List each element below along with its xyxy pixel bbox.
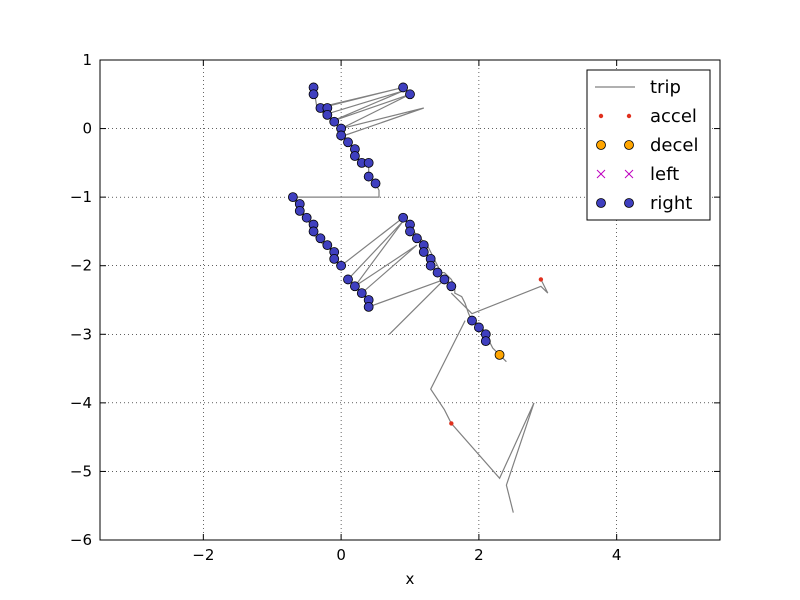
y-tick-label: −5 [70,462,92,480]
data-layer [287,82,549,513]
legend-label-right: right [650,193,692,214]
decel-point [494,349,505,360]
right-point [301,212,312,223]
right-point [294,205,305,216]
legend-swatch-right [624,198,634,208]
left-marker-stroke [624,169,634,179]
plot-frame [99,59,721,541]
x-tick-label: 0 [336,546,346,564]
legend-swatch-right [596,198,606,208]
y-tick-label: 0 [82,120,92,138]
right-point [363,171,374,182]
x-axis-label: x [406,570,415,588]
legend-label-accel: accel [650,106,697,127]
right-point [418,247,429,257]
right-point [411,233,422,244]
right-point [315,233,326,244]
right-point [405,226,415,237]
left-marker-stroke [596,169,606,179]
right-point [446,281,457,292]
legend-swatch-accel [626,113,632,119]
x-tick-label: 4 [612,546,622,564]
legend-swatch-left [624,169,634,179]
right-point [356,288,367,299]
right-point [349,281,360,292]
ticks: −2 0 2 4 1 0 −1 −2 −3 −4 −5 −6 [70,51,720,564]
y-tick-label: −2 [70,257,92,275]
right-point [336,260,347,271]
trip-line [450,279,549,315]
right-point [322,240,333,251]
y-tick-label: −6 [70,531,92,549]
legend-label-decel: decel [650,135,698,156]
right-point [308,226,319,237]
y-tick-label: −3 [70,325,92,343]
legend: trip accel decel left right [586,69,711,221]
y-tick-label: −4 [70,394,92,412]
right-point [308,89,319,100]
right-point [329,116,340,127]
right-point [363,301,374,312]
right-point [336,130,347,141]
right-point [343,137,353,148]
right-point [425,260,436,271]
x-tick-label: 2 [474,546,484,564]
right-point [322,109,333,120]
right-point [363,157,374,168]
right-point [439,274,450,285]
accel-point [538,277,544,282]
y-tick-label: −1 [70,188,92,206]
trip-line [430,320,535,513]
legend-swatch-accel [598,113,604,119]
right-point [473,322,484,333]
accel-point [449,421,454,426]
right-point [398,82,409,93]
right-point [329,253,340,264]
right-point [287,192,298,203]
right-point [467,315,477,326]
right-point [398,212,409,223]
right-point [343,274,353,285]
right-point [480,336,491,347]
right-point [349,151,360,161]
legend-swatch-decel [624,140,634,150]
y-tick-label: 1 [82,51,92,69]
legend-label-left: left [650,164,679,185]
legend-box [586,69,711,221]
legend-label-trip: trip [650,77,681,98]
x-tick-label: −2 [192,546,214,564]
legend-swatch-left [596,169,606,179]
legend-swatch-decel [596,140,606,150]
right-point [432,267,443,278]
right-point [370,178,381,189]
right-point [405,89,415,100]
